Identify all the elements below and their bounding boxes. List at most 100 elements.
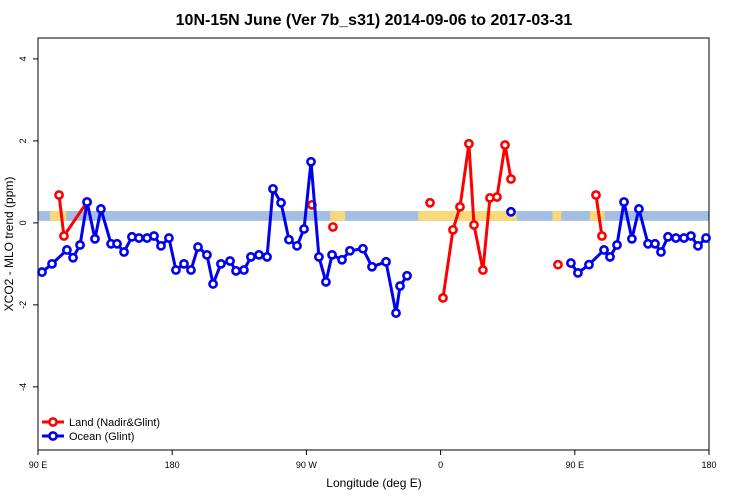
x-tick-label: 0 <box>438 460 443 470</box>
point <box>82 197 92 207</box>
x-tick-label: 90 W <box>296 460 318 470</box>
point <box>134 233 144 243</box>
y-tick-label: -2 <box>18 301 28 309</box>
point <box>701 233 711 243</box>
point <box>314 252 324 262</box>
legend-label: Land (Nadir&Glint) <box>69 417 160 429</box>
point <box>225 256 235 266</box>
point <box>619 197 629 207</box>
point <box>506 174 516 184</box>
highlight <box>552 210 562 221</box>
point <box>566 258 576 268</box>
point <box>663 231 673 242</box>
legend-label: Ocean (Glint) <box>69 431 134 443</box>
point <box>47 258 57 269</box>
point <box>391 308 401 318</box>
highlight <box>330 210 346 221</box>
point <box>345 245 355 256</box>
point <box>337 254 347 265</box>
y-tick-label: 0 <box>18 220 28 225</box>
point <box>276 197 286 208</box>
point <box>119 247 129 257</box>
point <box>634 204 644 214</box>
point <box>597 231 607 241</box>
point <box>599 245 609 255</box>
point <box>670 233 681 243</box>
point <box>402 270 412 281</box>
point <box>506 206 516 217</box>
point <box>328 222 338 232</box>
point <box>268 183 278 194</box>
point <box>591 190 601 200</box>
x-tick-label: 180 <box>165 460 180 470</box>
point <box>202 249 212 260</box>
point <box>656 247 666 257</box>
point <box>492 192 502 202</box>
y-tick-label: 2 <box>18 138 28 143</box>
point <box>193 242 203 252</box>
highlight <box>418 210 517 221</box>
point <box>306 156 316 167</box>
point <box>381 256 391 267</box>
point <box>448 224 458 235</box>
point <box>90 233 100 244</box>
point <box>321 277 331 287</box>
x-axis-label: Longitude (deg E) <box>326 476 421 490</box>
point <box>469 220 479 230</box>
x-tick-label: 90 E <box>29 460 48 470</box>
point <box>455 201 465 212</box>
point <box>478 265 488 275</box>
point <box>612 240 622 250</box>
y-tick-label: 4 <box>18 56 28 61</box>
point <box>231 265 241 276</box>
point <box>96 204 106 214</box>
point <box>54 190 64 200</box>
legend-marker <box>48 431 58 441</box>
series-line <box>594 194 604 237</box>
point <box>75 240 85 250</box>
highlight <box>49 210 67 221</box>
point <box>149 231 159 241</box>
point <box>284 234 294 245</box>
point <box>112 238 122 249</box>
point <box>327 249 337 260</box>
point <box>179 258 189 269</box>
point <box>693 240 703 251</box>
y-axis-label: XCO2 - MLO trend (ppm) <box>2 177 16 312</box>
point <box>292 240 302 251</box>
point <box>425 197 435 208</box>
point <box>358 243 368 254</box>
point <box>37 267 47 277</box>
point <box>500 140 510 150</box>
point <box>208 279 218 289</box>
point <box>299 224 309 234</box>
point <box>156 240 166 251</box>
point <box>164 233 174 243</box>
point <box>62 245 72 255</box>
chart-title: 10N-15N June (Ver 7b_s31) 2014-09-06 to … <box>176 12 573 29</box>
band <box>38 210 709 221</box>
point <box>367 261 377 272</box>
point <box>239 265 249 275</box>
series-line <box>441 143 513 299</box>
point <box>171 265 181 275</box>
point <box>246 252 256 262</box>
highlight <box>589 210 605 221</box>
point <box>262 252 272 262</box>
point <box>254 249 264 260</box>
point <box>650 238 660 249</box>
point <box>68 252 78 263</box>
point <box>627 233 637 244</box>
point <box>464 138 474 149</box>
point <box>216 258 226 269</box>
point <box>59 231 69 241</box>
x-tick-label: 180 <box>701 460 716 470</box>
point <box>573 268 583 278</box>
x-tick-label: 90 E <box>566 460 585 470</box>
point <box>686 231 696 241</box>
y-tick-label: -4 <box>18 383 28 391</box>
point <box>395 281 405 291</box>
plot-frame <box>37 37 710 451</box>
legend-marker <box>48 417 58 427</box>
